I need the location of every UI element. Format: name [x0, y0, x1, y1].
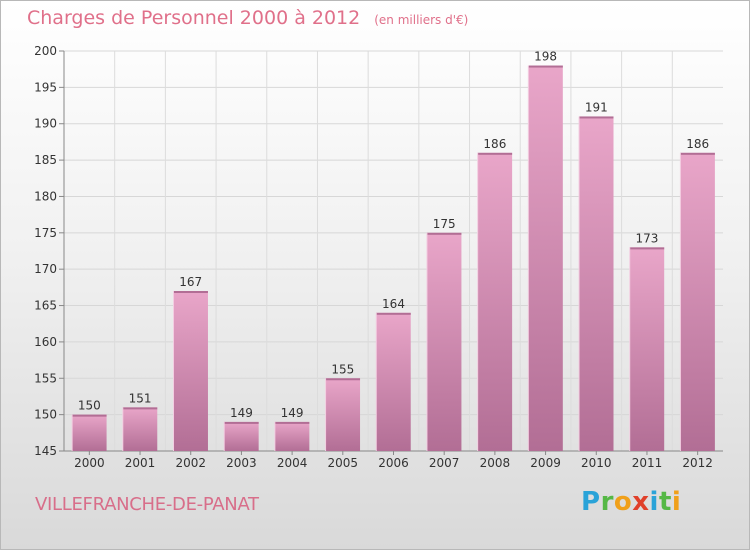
y-tick-label: 200 [34, 44, 57, 58]
logo-letter: t [658, 487, 672, 517]
bar [122, 407, 158, 451]
chart-title: Charges de Personnel 2000 à 2012 (en mill… [27, 7, 468, 29]
bar-top-edge [173, 291, 208, 293]
bar-top-edge [579, 116, 614, 119]
y-tick-label: 190 [34, 117, 57, 131]
proxiti-logo: Proxiti [581, 487, 681, 517]
data-label: 191 [585, 100, 608, 114]
bar-top-edge [629, 247, 665, 250]
bar [680, 152, 715, 451]
bar [629, 247, 665, 451]
city-name: VILLEFRANCHE-DE-PANAT [35, 494, 259, 515]
x-tick-label: 2012 [682, 456, 713, 470]
x-tick-label: 2006 [378, 456, 409, 470]
tick-labels: 145 150 155 160 165 170 175 180 185 190 195 200 2000… [34, 44, 713, 470]
y-tick-label: 165 [34, 299, 57, 313]
logo-letter: i [649, 487, 659, 517]
x-tick-label: 2004 [277, 456, 308, 470]
x-tick-label: 2008 [480, 456, 511, 470]
data-label: 175 [433, 217, 456, 231]
y-tick-label: 155 [34, 371, 57, 385]
bar-top-edge [72, 414, 107, 417]
logo-letter: x [632, 487, 650, 517]
y-tick-label: 145 [34, 444, 57, 458]
x-tick-label: 2010 [581, 456, 612, 470]
bar [579, 116, 614, 452]
data-label: 198 [534, 50, 557, 64]
bar-top-edge [426, 232, 462, 235]
y-tick-label: 160 [34, 335, 57, 349]
x-tick-label: 2001 [125, 456, 156, 470]
bar-top-edge [274, 421, 310, 424]
bar [376, 312, 411, 451]
data-label: 186 [483, 137, 506, 151]
x-tick-label: 2009 [530, 456, 561, 470]
bar [477, 152, 513, 451]
x-tick-label: 2000 [74, 456, 105, 470]
bar-top-edge [477, 152, 513, 155]
bar-top-edge [376, 312, 411, 315]
data-label: 150 [78, 399, 101, 413]
y-tick-label: 180 [34, 189, 57, 203]
chart-subtitle: (en milliers d'€) [374, 13, 469, 27]
bar [173, 291, 208, 451]
y-tick-label: 170 [34, 262, 57, 276]
data-label: 173 [636, 231, 659, 245]
bar-top-edge [680, 152, 715, 155]
bar [274, 421, 310, 451]
x-tick-label: 2003 [226, 456, 257, 470]
data-labels: 150 151 167 149 149 155 164 175 186 198 191 173 186 [78, 50, 709, 420]
logo-letter: o [613, 487, 633, 517]
bar-top-edge [325, 378, 361, 381]
bar-top-edge [224, 421, 259, 424]
y-tick-label: 195 [34, 80, 57, 94]
data-label: 151 [129, 391, 152, 405]
logo-letter: P [581, 487, 601, 517]
chart-title-text: Charges de Personnel 2000 à 2012 [27, 7, 361, 29]
bar [224, 421, 259, 451]
data-label: 149 [281, 406, 304, 420]
bar-top-edge [528, 65, 563, 68]
bar [72, 414, 107, 451]
data-label: 164 [382, 297, 405, 311]
data-label: 149 [230, 406, 253, 420]
x-tick-label: 2002 [175, 456, 206, 470]
x-tick-label: 2007 [429, 456, 460, 470]
logo-letter: r [600, 487, 614, 517]
bar-top-edge [122, 407, 158, 410]
bars [71, 65, 715, 452]
logo-letter: i [671, 487, 682, 517]
x-tick-label: 2011 [632, 456, 663, 470]
y-tick-label: 185 [34, 153, 57, 167]
bar [325, 378, 361, 451]
data-label: 155 [331, 362, 354, 376]
data-label: 167 [179, 275, 202, 289]
bar [528, 65, 563, 451]
data-label: 186 [686, 137, 709, 151]
bar [426, 232, 462, 451]
y-tick-label: 150 [34, 408, 57, 422]
y-tick-label: 175 [34, 226, 57, 240]
x-tick-label: 2005 [328, 456, 359, 470]
